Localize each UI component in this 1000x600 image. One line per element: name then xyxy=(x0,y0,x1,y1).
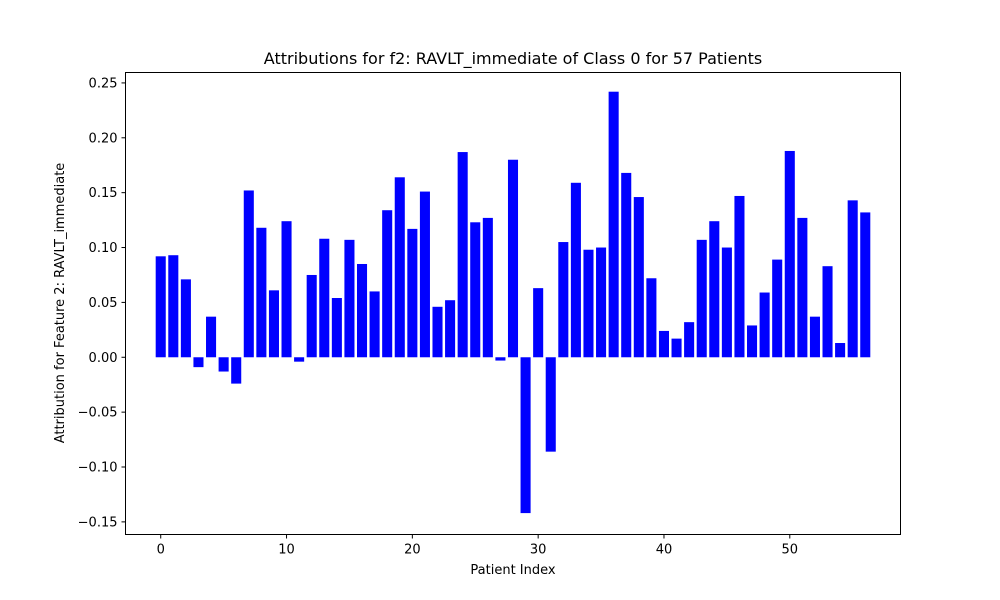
bar-patient-54 xyxy=(835,343,846,358)
bar-patient-53 xyxy=(822,266,833,358)
bar-patient-9 xyxy=(268,290,279,358)
bar-patient-24 xyxy=(457,152,468,358)
bar-patient-13 xyxy=(319,238,330,358)
y-tick-label: 0.20 xyxy=(89,131,118,146)
bar-patient-51 xyxy=(797,217,808,358)
bar-patient-43 xyxy=(696,239,707,358)
bar-patient-10 xyxy=(281,221,292,358)
bar-patient-38 xyxy=(633,197,644,358)
bar-patient-50 xyxy=(784,150,795,358)
x-tick-label: 0 xyxy=(157,543,165,558)
x-axis-ticks: 0 10 20 30 40 50 xyxy=(157,534,799,558)
bar-patient-14 xyxy=(331,298,342,358)
bar-patient-41 xyxy=(671,338,682,358)
bar-patient-30 xyxy=(533,288,544,358)
bar-patient-26 xyxy=(482,217,493,358)
y-axis-label: Attribution for Feature 2: RAVLT_immedia… xyxy=(53,163,68,444)
x-tick-label: 40 xyxy=(656,543,673,558)
bar-patient-40 xyxy=(658,330,669,358)
bar-patient-33 xyxy=(570,182,581,358)
bar-patient-8 xyxy=(256,227,267,358)
plot-frame xyxy=(125,72,901,535)
bar-patient-49 xyxy=(772,259,783,358)
bar-patient-25 xyxy=(470,222,481,358)
bar-patient-35 xyxy=(596,247,607,358)
bar-patient-17 xyxy=(369,291,380,358)
x-tick-label: 20 xyxy=(404,543,421,558)
bar-patient-19 xyxy=(394,177,405,358)
bar-patient-18 xyxy=(382,210,393,358)
x-axis-label: Patient Index xyxy=(470,563,555,578)
x-tick-label: 50 xyxy=(782,543,799,558)
bar-patient-52 xyxy=(809,316,820,358)
bar-patient-28 xyxy=(507,159,519,358)
bars xyxy=(155,91,871,514)
y-tick-label: 0.15 xyxy=(89,186,118,201)
bar-patient-1 xyxy=(168,255,179,358)
x-tick-label: 30 xyxy=(530,543,547,558)
bar-patient-45 xyxy=(721,247,732,358)
bar-patient-42 xyxy=(684,322,695,358)
bar-patient-12 xyxy=(306,274,317,358)
bar-patient-27 xyxy=(495,357,506,361)
bar-patient-56 xyxy=(860,212,871,358)
bar-patient-32 xyxy=(558,242,569,358)
bar-patient-20 xyxy=(407,228,418,358)
x-tick-label: 10 xyxy=(278,543,295,558)
bar-patient-5 xyxy=(218,357,229,372)
y-tick-label: 0.25 xyxy=(89,76,118,91)
bar-patient-11 xyxy=(294,357,305,362)
bar-patient-22 xyxy=(432,306,443,358)
bar-patient-37 xyxy=(621,172,632,358)
bar-patient-46 xyxy=(734,195,745,358)
y-tick-label: 0.10 xyxy=(89,241,118,256)
y-tick-label: 0.05 xyxy=(89,296,118,311)
y-tick-label: 0.00 xyxy=(89,351,118,366)
bar-patient-23 xyxy=(445,300,456,358)
bar-patient-15 xyxy=(344,239,355,358)
bar-patient-36 xyxy=(608,91,619,358)
bar-patient-44 xyxy=(709,221,720,358)
bar-patient-47 xyxy=(747,325,758,358)
bar-patient-3 xyxy=(193,357,204,368)
bar-patient-29 xyxy=(520,357,531,514)
bar-patient-2 xyxy=(180,279,191,358)
bar-patient-7 xyxy=(243,190,254,358)
bar-patient-4 xyxy=(206,316,217,358)
bar-patient-31 xyxy=(545,357,556,452)
bar-patient-0 xyxy=(155,256,166,358)
y-tick-label: −0.05 xyxy=(78,406,118,421)
y-tick-label: −0.15 xyxy=(78,515,118,530)
bar-patient-6 xyxy=(231,357,242,384)
y-tick-label: −0.10 xyxy=(78,461,118,476)
bar-patient-48 xyxy=(759,292,770,358)
bar-patient-39 xyxy=(646,278,657,358)
y-axis-ticks: −0.15 −0.10 −0.05 0.00 0.05 0.10 0.15 0.20 0.25 xyxy=(78,76,126,530)
bar-patient-34 xyxy=(583,249,594,358)
bar-patient-21 xyxy=(419,191,430,358)
bar-patient-16 xyxy=(356,263,368,358)
chart-title: Attributions for f2: RAVLT_immediate of … xyxy=(264,49,762,69)
bar-patient-55 xyxy=(847,200,858,358)
